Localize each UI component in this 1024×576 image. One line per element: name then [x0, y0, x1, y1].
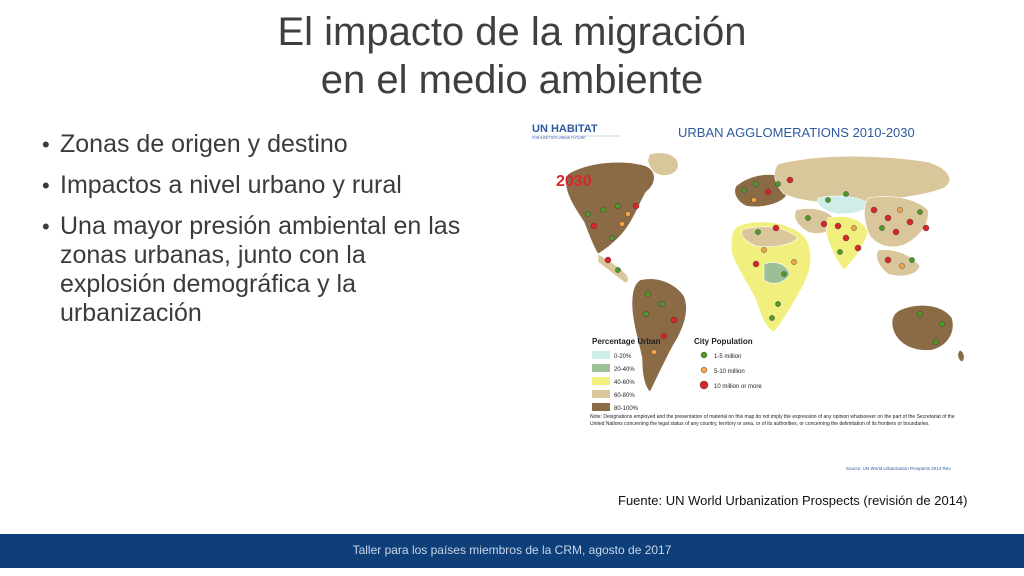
legend-label: 5-10 million: [714, 369, 745, 375]
legend-label: 10 million or more: [714, 384, 762, 390]
legend-label: 1-5 million: [714, 354, 741, 360]
legend-swatch: [592, 377, 610, 385]
legend-swatch: [592, 403, 610, 411]
bullet-item: Una mayor presión ambiental en las zonas…: [40, 212, 470, 328]
map-note-wrap: Note: Designations employed and the pres…: [590, 414, 955, 427]
legend-dot: [700, 366, 708, 374]
un-habitat-logo: UN HABITAT: [532, 123, 598, 135]
city-markers: [585, 176, 945, 355]
footer-text: Taller para los países miembros de la CR…: [352, 543, 672, 557]
land-masses: [565, 152, 965, 393]
bullet-item: Zonas de origen y destino: [40, 130, 470, 159]
legend-label: 60-80%: [614, 393, 635, 399]
legend-city-population: City Population 1-5 million 5-10 million…: [694, 337, 762, 390]
legend-label: 80-100%: [614, 406, 639, 412]
legend-dot: [700, 351, 708, 359]
map-svg: UN HABITAT FOR A BETTER URBAN FUTURE URB…: [532, 123, 965, 471]
source-caption: Fuente: UN World Urbanization Prospects …: [618, 493, 968, 508]
legend-percentage-title: Percentage Urban: [592, 337, 661, 346]
bullet-item: Impactos a nivel urbano y rural: [40, 171, 470, 200]
legend-label: 40-60%: [614, 380, 635, 386]
legend-label: 0-20%: [614, 354, 632, 360]
map-source-small: Source: UN World Urbanization Prospects …: [846, 466, 951, 471]
legend-swatch: [592, 364, 610, 372]
map-note: Note: Designations employed and the pres…: [590, 414, 955, 427]
legend-dot: [699, 380, 709, 390]
legend-swatch: [592, 390, 610, 398]
slide-title: El impacto de la migración en el medio a…: [0, 8, 1024, 104]
slide-title-line1: El impacto de la migración: [277, 10, 747, 54]
urban-agglomerations-map: UN HABITAT FOR A BETTER URBAN FUTURE URB…: [528, 114, 980, 474]
legend-city-title: City Population: [694, 337, 753, 346]
legend-percentage-urban: Percentage Urban 0-20% 20-40% 40-60% 60-…: [592, 337, 661, 412]
bullet-list: Zonas de origen y destino Impactos a niv…: [40, 130, 470, 340]
legend-swatch: [592, 351, 610, 359]
bottom-strip: [0, 568, 1024, 576]
map-title: URBAN AGGLOMERATIONS 2010-2030: [678, 125, 915, 140]
year-badge: 2030: [556, 173, 592, 190]
un-habitat-subtext: FOR A BETTER URBAN FUTURE: [532, 136, 586, 140]
legend-label: 20-40%: [614, 367, 635, 373]
footer-bar: Taller para los países miembros de la CR…: [0, 534, 1024, 568]
slide-title-line2: en el medio ambiente: [320, 58, 704, 102]
